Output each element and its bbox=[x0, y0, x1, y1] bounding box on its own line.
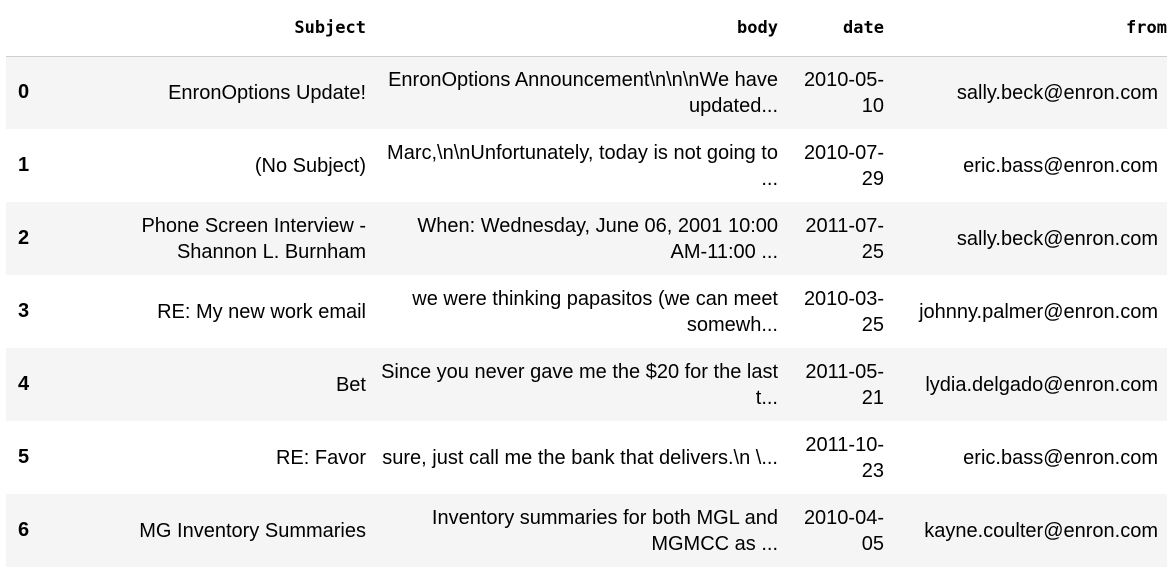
header-row: Subject body date from bbox=[6, 0, 1167, 57]
cell-body: Inventory summaries for both MGL and MGM… bbox=[431, 506, 778, 555]
table-header: Subject body date from bbox=[6, 0, 1167, 57]
table-body: 0 EnronOptions Update! EnronOptions Anno… bbox=[6, 56, 1167, 567]
cell-date: 2011-10-23 bbox=[805, 433, 884, 482]
cell-date: 2011-07-25 bbox=[805, 214, 884, 263]
cell-from: sally.beck@enron.com bbox=[956, 227, 1158, 250]
cell-from: eric.bass@enron.com bbox=[963, 154, 1158, 177]
dataframe-output: Subject body date from 0 EnronOptions Up… bbox=[6, 0, 1167, 567]
cell-from: kayne.coulter@enron.com bbox=[924, 519, 1158, 542]
cell-subject: MG Inventory Summaries bbox=[139, 519, 366, 542]
cell-subject: RE: My new work email bbox=[157, 300, 366, 323]
column-header-date: date bbox=[778, 0, 884, 57]
cell-from: sally.beck@enron.com bbox=[956, 81, 1158, 104]
table-row: 3 RE: My new work email we were thinking… bbox=[6, 275, 1167, 348]
dataframe-table: Subject body date from 0 EnronOptions Up… bbox=[6, 0, 1167, 567]
table-row: 4 Bet Since you never gave me the $20 fo… bbox=[6, 348, 1167, 421]
table-row: 5 RE: Favor sure, just call me the bank … bbox=[6, 421, 1167, 494]
cell-date: 2010-03-25 bbox=[803, 287, 884, 336]
table-row: 6 MG Inventory Summaries Inventory summa… bbox=[6, 494, 1167, 567]
cell-subject: Bet bbox=[335, 373, 366, 396]
table-row: 1 (No Subject) Marc,\n\nUnfortunately, t… bbox=[6, 129, 1167, 202]
cell-subject: RE: Favor bbox=[275, 446, 366, 469]
cell-from: johnny.palmer@enron.com bbox=[919, 300, 1158, 323]
row-index: 3 bbox=[18, 300, 30, 322]
cell-subject: (No Subject) bbox=[254, 154, 366, 177]
row-index: 2 bbox=[18, 227, 30, 249]
table-row: 2 Phone Screen Interview - Shannon L. Bu… bbox=[6, 202, 1167, 275]
cell-body: When: Wednesday, June 06, 2001 10:00 AM-… bbox=[417, 214, 778, 263]
column-header-subject: Subject bbox=[102, 0, 366, 57]
cell-from: lydia.delgado@enron.com bbox=[925, 373, 1158, 396]
cell-body: we were thinking papasitos (we can meet … bbox=[412, 287, 778, 336]
column-header-index bbox=[6, 0, 102, 57]
cell-body: Since you never gave me the $20 for the … bbox=[381, 360, 778, 409]
cell-date: 2010-04-05 bbox=[803, 506, 884, 555]
row-index: 6 bbox=[18, 519, 30, 541]
column-header-from: from bbox=[884, 0, 1167, 57]
row-index: 1 bbox=[18, 154, 30, 176]
cell-from: eric.bass@enron.com bbox=[963, 446, 1158, 469]
cell-date: 2010-05-10 bbox=[803, 68, 884, 117]
cell-date: 2011-05-21 bbox=[805, 360, 884, 409]
cell-subject: EnronOptions Update! bbox=[168, 81, 366, 104]
cell-subject: Phone Screen Interview - Shannon L. Burn… bbox=[141, 214, 366, 263]
cell-body: sure, just call me the bank that deliver… bbox=[382, 446, 778, 469]
column-header-body: body bbox=[366, 0, 778, 57]
table-row: 0 EnronOptions Update! EnronOptions Anno… bbox=[6, 56, 1167, 129]
row-index: 4 bbox=[18, 373, 30, 395]
cell-date: 2010-07-29 bbox=[803, 141, 884, 190]
cell-body: Marc,\n\nUnfortunately, today is not goi… bbox=[387, 141, 778, 190]
row-index: 5 bbox=[18, 446, 30, 468]
cell-body: EnronOptions Announcement\n\n\nWe have u… bbox=[388, 68, 778, 117]
row-index: 0 bbox=[18, 81, 30, 104]
